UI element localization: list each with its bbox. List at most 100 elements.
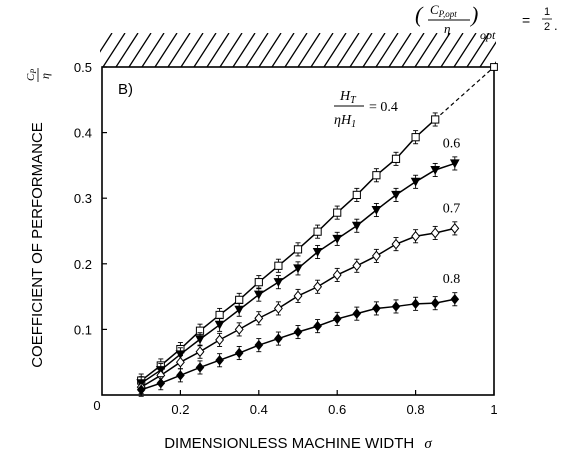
series-label-0.7: 0.7 — [443, 201, 461, 216]
series-line — [140, 298, 455, 391]
hatch-line — [349, 33, 373, 67]
data-point — [274, 333, 283, 344]
hatch-line — [401, 33, 425, 67]
data-point — [253, 290, 264, 300]
data-point — [313, 281, 323, 293]
data-point — [411, 133, 420, 142]
data-point — [234, 305, 245, 315]
hatch-line — [336, 33, 360, 67]
data-point — [254, 278, 263, 287]
data-point — [371, 206, 382, 215]
plot-frame — [101, 66, 495, 396]
data-point — [175, 350, 186, 360]
y-tick-label: 0.5 — [74, 60, 92, 75]
y-tick-label: 0.3 — [74, 191, 92, 206]
data-point — [235, 295, 244, 304]
data-point — [312, 247, 323, 257]
data-point — [332, 313, 342, 325]
hatch-line — [154, 33, 178, 67]
annotation-close-paren: ) — [469, 2, 478, 27]
hatch-line — [479, 41, 496, 67]
data-point — [136, 384, 146, 395]
y-tick-label: 0.1 — [74, 322, 92, 337]
data-point — [430, 227, 440, 239]
svg-text:CP,opt: CP,opt — [430, 2, 457, 19]
axis-ticks — [102, 66, 495, 395]
x-tick-label: 0.4 — [250, 402, 268, 417]
hatch-line — [102, 33, 126, 67]
hatch-line — [506, 33, 528, 67]
data-point — [215, 334, 225, 346]
hatch-line — [492, 61, 496, 67]
y-label-num: C — [25, 73, 37, 81]
data-point — [195, 346, 205, 358]
data-point — [215, 355, 224, 366]
annotation-equals: = — [522, 12, 530, 28]
x-tick-label: 0.2 — [171, 402, 189, 417]
data-point — [449, 159, 460, 169]
axis-tick-labels: 0.2 0.4 0.6 0.8 1 0.1 0.2 0.3 0.4 0.5 — [74, 60, 498, 417]
data-point — [156, 377, 166, 389]
data-point — [411, 230, 421, 242]
y-axis-label-frac-num: CP — [25, 69, 38, 81]
hatch-line — [206, 33, 230, 67]
hatch-line — [141, 33, 165, 67]
data-point — [332, 269, 342, 281]
data-point — [273, 303, 283, 314]
data-point — [313, 320, 322, 332]
data-point — [352, 308, 362, 319]
ratio-label: HT ηH1 = 0.4 — [334, 89, 398, 130]
hatch-line — [167, 33, 191, 67]
y-tick-label: 0.2 — [74, 257, 92, 272]
data-point — [274, 261, 283, 270]
data-point — [293, 290, 303, 302]
x-tick-label: 1 — [490, 402, 497, 417]
ratio-num-sub: T — [350, 95, 357, 106]
hatch-line — [388, 33, 412, 67]
data-point — [450, 293, 460, 305]
series-labels: 0.6 0.7 0.8 — [443, 136, 461, 287]
hatch-line — [193, 33, 217, 67]
data-point — [254, 312, 264, 324]
hatch-line — [219, 33, 243, 67]
ratio-den-sub: 1 — [351, 119, 356, 130]
annotation-num: C — [430, 2, 439, 17]
series-layer — [136, 63, 498, 397]
annotation-rhs-den: 2 — [544, 21, 550, 33]
data-point — [293, 245, 303, 254]
panel-label: B) — [118, 81, 133, 98]
hatch-line — [245, 33, 269, 67]
y-label-den: η — [38, 73, 52, 79]
hatch-line — [440, 33, 464, 67]
data-point — [371, 250, 381, 262]
optimum-point — [490, 63, 498, 71]
series-0.4 — [137, 112, 440, 388]
data-point — [351, 221, 362, 231]
hatch-line — [362, 33, 386, 67]
dashed-extension — [434, 66, 495, 120]
x-axis-label-symbol: σ — [424, 436, 432, 452]
ratio-num: H — [339, 89, 351, 104]
hatch-line — [427, 33, 451, 67]
hatch-line — [519, 33, 541, 67]
data-point — [391, 238, 401, 250]
hatch-line — [271, 33, 295, 67]
data-point — [333, 208, 342, 217]
series-0.7 — [136, 221, 460, 395]
series-label-0.8: 0.8 — [443, 272, 461, 287]
y-axis-label-text: COEFFICIENT OF PERFORMANCE — [29, 122, 46, 368]
hatch-line — [453, 33, 477, 67]
origin-label: 0 — [93, 398, 100, 413]
data-point — [411, 298, 420, 310]
data-point — [234, 347, 244, 359]
hatch-line — [414, 33, 438, 67]
data-point — [273, 278, 284, 287]
hatch-line — [323, 33, 347, 67]
series-0.8 — [136, 292, 460, 397]
data-point — [352, 260, 362, 272]
x-tick-label: 0.8 — [407, 402, 425, 417]
hatch-line — [128, 33, 152, 67]
data-point — [214, 320, 225, 330]
data-point — [450, 222, 460, 234]
data-point — [391, 190, 401, 200]
